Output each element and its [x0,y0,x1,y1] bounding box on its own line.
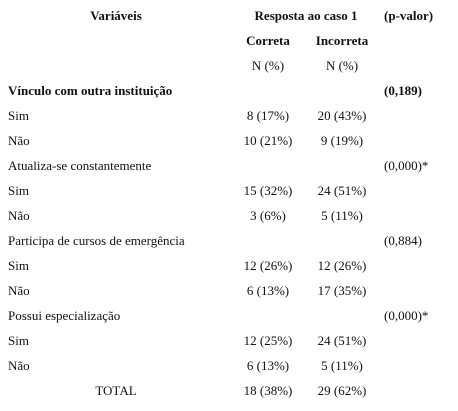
group-label: Participa de cursos de emergência [8,232,185,248]
cell-incorrect: 20 (43%) [317,107,367,123]
cell-correct: 10 (21%) [243,132,293,148]
row-label: Sim [8,107,29,123]
group-row: Vínculo com outra instituição (0,189) [0,78,458,103]
cell-correct: 15 (32%) [243,182,293,198]
cell-correct: 3 (6%) [250,207,286,223]
header-p-value: (p-valor) [384,7,434,23]
cell-empty [380,203,458,228]
header-row: N (%) N (%) [0,53,458,78]
row-label: Sim [8,332,29,348]
header-row: Correta Incorreta [0,28,458,53]
group-label: Possui especialização [8,307,121,323]
group-label: Vínculo com outra instituição [8,82,173,98]
table-body: Variáveis Resposta ao caso 1 (p-valor) C… [0,3,458,403]
row-label: Sim [8,257,29,273]
cell-incorrect: 5 (11%) [321,207,363,223]
p-value: (0,000)* [384,157,429,173]
total-label: TOTAL [95,382,137,398]
cell-empty [380,378,458,403]
data-row: Sim 12 (26%) 12 (26%) [0,253,458,278]
data-row: Sim 15 (32%) 24 (51%) [0,178,458,203]
data-row: Não 6 (13%) 5 (11%) [0,353,458,378]
group-label: Atualiza-se constantemente [8,157,152,173]
header-column: Correta [246,32,290,48]
row-label: Sim [8,182,29,198]
total-row: TOTAL 18 (38%) 29 (62%) [0,378,458,403]
cell-incorrect: 24 (51%) [317,182,367,198]
cell-empty [380,128,458,153]
cell-correct: 12 (25%) [243,332,293,348]
results-table: Variáveis Resposta ao caso 1 (p-valor) C… [0,3,458,403]
data-row: Não 6 (13%) 17 (35%) [0,278,458,303]
group-row: Participa de cursos de emergência (0,884) [0,228,458,253]
cell-incorrect: 5 (11%) [321,357,363,373]
row-label: Não [8,357,30,373]
header-row: Variáveis Resposta ao caso 1 (p-valor) [0,3,458,28]
cell-empty [380,328,458,353]
p-value: (0,000)* [384,307,429,323]
total-incorrect: 29 (62%) [317,382,367,398]
header-unit: N (%) [325,57,359,73]
data-row: Não 3 (6%) 5 (11%) [0,203,458,228]
data-row: Não 10 (21%) 9 (19%) [0,128,458,153]
p-value: (0,189) [384,82,422,98]
group-row: Possui especialização (0,000)* [0,303,458,328]
cell-empty [380,253,458,278]
header-unit: N (%) [251,57,285,73]
header-column: Incorreta [315,32,369,48]
cell-empty [380,278,458,303]
cell-incorrect: 17 (35%) [317,282,367,298]
page: Variáveis Resposta ao caso 1 (p-valor) C… [0,3,458,411]
data-row: Sim 8 (17%) 20 (43%) [0,103,458,128]
header-variable: Variáveis [90,7,142,23]
p-value: (0,884) [384,232,422,248]
row-label: Não [8,132,30,148]
group-row: Atualiza-se constantemente (0,000)* [0,153,458,178]
cell-incorrect: 9 (19%) [320,132,364,148]
row-label: Não [8,207,30,223]
cell-correct: 8 (17%) [246,107,290,123]
cell-correct: 6 (13%) [246,282,290,298]
cell-empty [380,103,458,128]
cell-incorrect: 24 (51%) [317,332,367,348]
cell-empty [380,178,458,203]
cell-empty [380,353,458,378]
data-row: Sim 12 (25%) 24 (51%) [0,328,458,353]
cell-incorrect: 12 (26%) [317,257,367,273]
cell-correct: 12 (26%) [243,257,293,273]
total-correct: 18 (38%) [243,382,293,398]
header-response: Resposta ao caso 1 [254,7,358,23]
cell-correct: 6 (13%) [246,357,290,373]
row-label: Não [8,282,30,298]
